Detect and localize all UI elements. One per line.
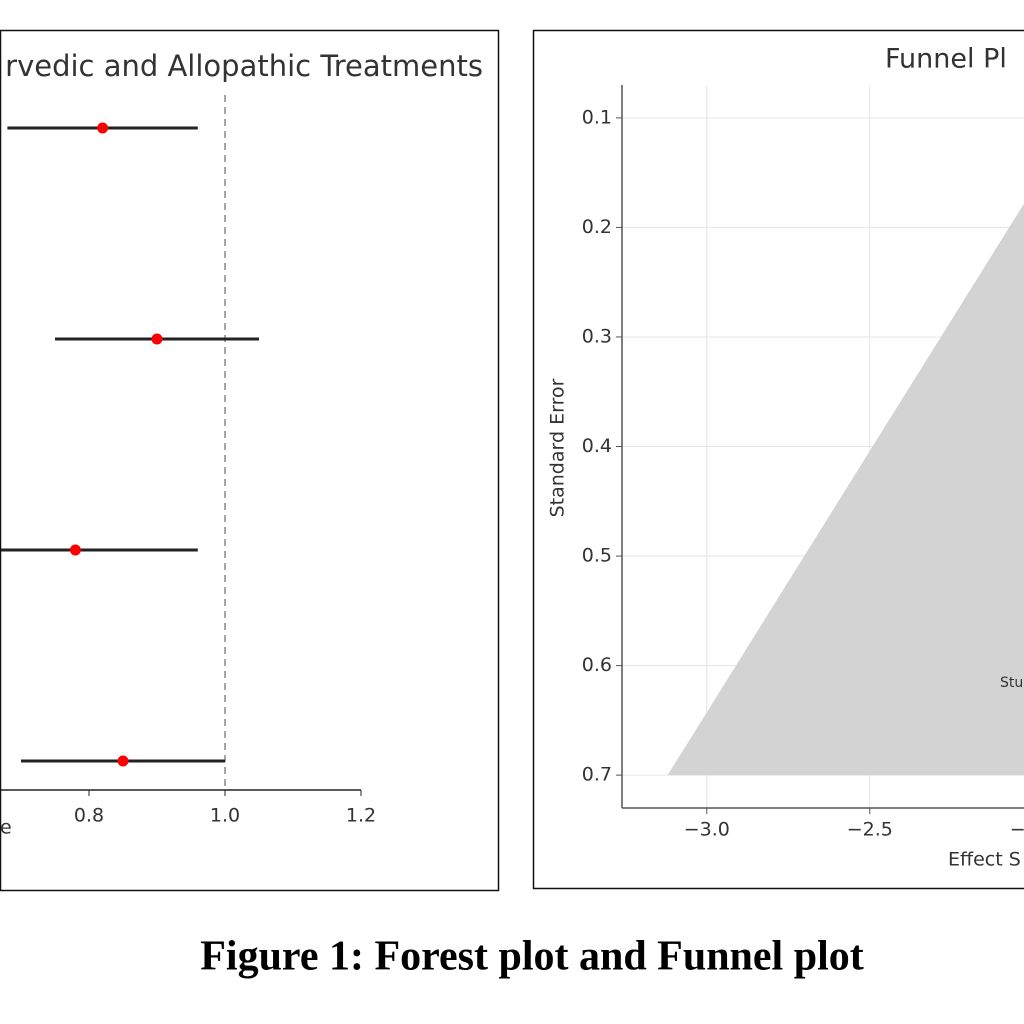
y-tick-label: 0.1 [582,106,612,128]
point-estimate [69,544,81,556]
chart-title: rvedic and Allopathic Treatments [5,49,483,83]
y-tick-label: 0.4 [582,435,612,457]
x-tick-label: 1.2 [346,805,376,827]
figure-caption: Figure 1: Forest plot and Funnel plot [200,934,864,980]
chart-title: Funnel Pl [885,44,1007,75]
x-tick-label: 1.0 [210,805,240,827]
y-axis-label: Standard Error [547,378,569,517]
funnel-plot: Funnel Pl Effect S Standard Error 0.1 0.2… [547,44,1024,871]
funnel-region [667,203,1024,776]
y-tick-label: 0.3 [582,325,612,347]
x-tick-label: −2.5 [847,819,893,841]
panel-border [0,29,500,892]
y-tick-label: 0.6 [582,654,612,676]
forest-plot: rvedic and Allopathic Treatments e 0.8 1.… [0,49,483,839]
x-tick-label: 0.8 [74,805,104,827]
y-tick-label: 0.7 [582,764,612,786]
annotation: Stu [1000,675,1023,691]
point-estimate [151,333,163,345]
panel-border [532,29,1024,890]
x-axis-label: Effect S [948,849,1021,871]
point-estimate [97,122,109,134]
point-estimate [117,755,129,767]
y-tick-label: 0.5 [582,545,612,567]
y-tick-label: 0.2 [582,216,612,238]
x-tick-label: −3.0 [684,819,730,841]
x-axis-label: e [0,817,12,839]
x-tick-label: −2.0 [1010,819,1024,841]
